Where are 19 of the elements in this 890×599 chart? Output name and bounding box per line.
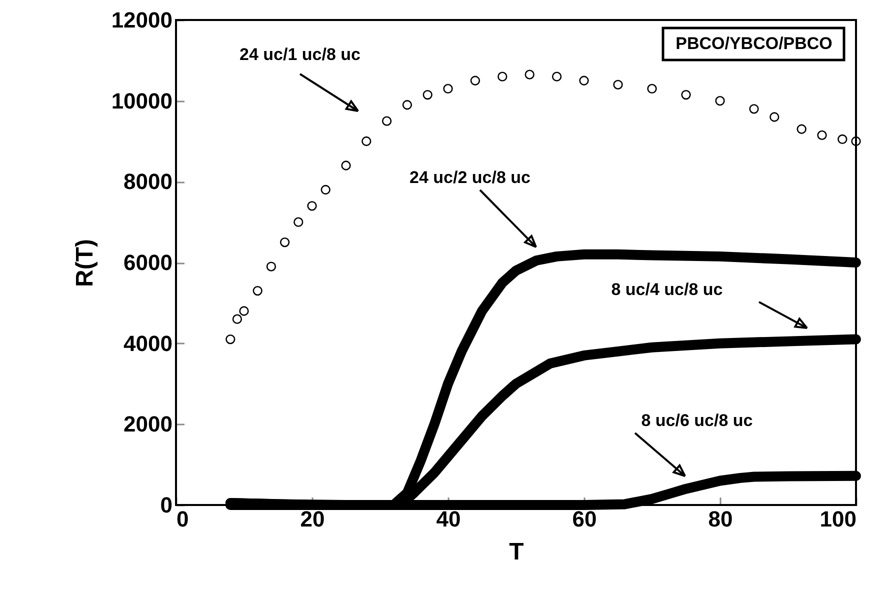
y-tick-label: 2000 (124, 412, 172, 437)
x-tick-label: 80 (708, 506, 733, 532)
y-tick-label: 8000 (124, 169, 172, 194)
annotation: 8 uc/6 uc/8 uc (641, 411, 753, 430)
x-tick-label: 100 (820, 506, 856, 532)
y-tick-label: 12000 (111, 8, 172, 32)
x-tick-label: 20 (300, 506, 325, 532)
annotation: 24 uc/1 uc/8 uc (240, 45, 360, 64)
x-tick-label: 40 (436, 506, 461, 532)
y-axis-title: R(T) (71, 239, 98, 287)
x-tick-label: 60 (572, 506, 597, 532)
annotation: 8 uc/4 uc/8 uc (611, 280, 723, 299)
annotation: 24 uc/2 uc/8 uc (410, 168, 530, 187)
annotation: PBCO/YBCO/PBCO (676, 34, 832, 53)
y-tick-label: 10000 (111, 88, 172, 114)
y-tick-label: 4000 (124, 330, 172, 356)
x-tick-label: 0 (176, 506, 189, 532)
x-axis-title: T (509, 538, 524, 566)
y-tick-label: 6000 (124, 250, 172, 275)
